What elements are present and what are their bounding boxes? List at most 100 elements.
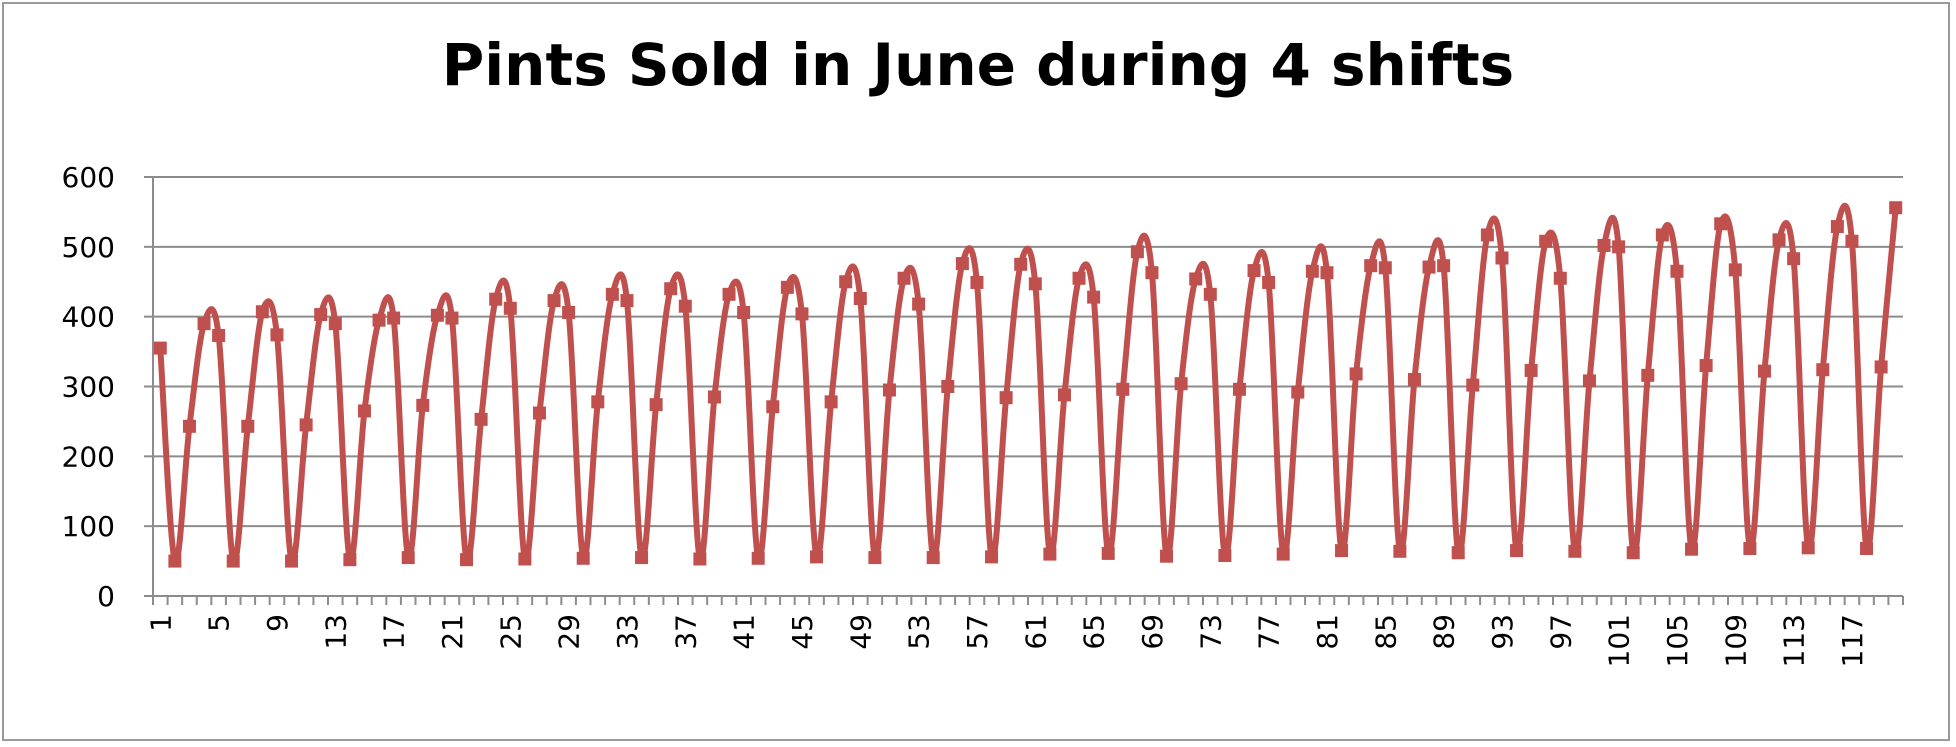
data-point [649,398,663,412]
data-point [1612,240,1626,254]
data-point [532,406,546,420]
data-point [1043,547,1057,561]
data-point [1028,277,1042,291]
data-point [766,400,780,414]
data-point [897,271,911,285]
data-point [1757,364,1771,378]
data-point [1174,377,1188,391]
x-tick-label: 81 [1311,614,1344,650]
data-point [1232,382,1246,396]
data-point [416,398,430,412]
y-tick-label: 300 [62,371,115,404]
x-tick-label: 61 [1019,614,1052,650]
x-tick-label: 21 [436,614,469,650]
data-point [1203,287,1217,301]
x-tick-label: 41 [728,614,761,650]
data-point [1145,266,1159,280]
data-point [182,419,196,433]
data-point [1597,238,1611,252]
x-tick-label: 33 [611,614,644,650]
data-point [314,308,328,322]
x-tick-label: 65 [1078,614,1111,650]
x-tick-label: 1 [144,614,177,632]
data-point [1655,228,1669,242]
x-tick-label: 89 [1428,614,1461,650]
data-point [882,383,896,397]
y-tick-label: 500 [62,231,115,264]
data-point [1393,544,1407,558]
data-point [605,287,619,301]
y-tick-label: 400 [62,301,115,334]
data-point [1378,261,1392,275]
data-point [1539,234,1553,248]
data-point [985,550,999,564]
data-point [853,292,867,306]
data-point [751,551,765,565]
data-point [1116,382,1130,396]
data-point [1889,201,1903,215]
x-tick-label: 25 [494,614,527,650]
x-tick-label: 93 [1486,614,1519,650]
data-point [1553,271,1567,285]
data-point [810,550,824,564]
data-point [445,311,459,325]
axes [144,176,1904,605]
y-tick-label: 200 [62,440,115,473]
data-point [839,275,853,289]
data-point [153,341,167,355]
data-point [1218,548,1232,562]
data-point [1422,260,1436,274]
data-point [372,313,386,327]
x-tick-label: 57 [961,614,994,650]
data-point [518,552,532,566]
data-point [168,554,182,568]
x-tick-label: 29 [553,614,586,650]
data-point [1072,271,1086,285]
data-point [1568,544,1582,558]
data-point [1874,360,1888,374]
data-point [460,553,474,567]
data-point [1466,378,1480,392]
data-point [1714,217,1728,231]
x-tick-label: 101 [1603,614,1636,667]
data-point [1262,275,1276,289]
data-point [328,317,342,331]
x-tick-label: 85 [1369,614,1402,650]
data-point [576,551,590,565]
data-point [664,282,678,296]
data-point [868,551,882,565]
data-point [1014,257,1028,271]
data-point [1728,263,1742,277]
data-point [1160,549,1174,563]
data-point [1510,544,1524,558]
data-point [387,311,401,325]
data-point [226,554,240,568]
x-tick-label: 53 [903,614,936,650]
data-point [270,328,284,342]
data-point [1860,542,1874,556]
x-tick-label: 17 [378,614,411,650]
data-point [1407,373,1421,387]
data-point [1495,251,1509,265]
y-axis-tick-labels: 0 100 200 300 400 500 600 [62,161,115,613]
data-point [1816,363,1830,377]
x-tick-label: 97 [1544,614,1577,650]
x-tick-label: 13 [319,614,352,650]
y-tick-label: 600 [62,161,115,194]
data-point [1480,228,1494,242]
data-point [299,418,313,432]
data-point [620,294,634,308]
data-point [357,404,371,418]
data-point [1276,547,1290,561]
x-tick-label: 49 [844,614,877,650]
data-point [241,419,255,433]
data-point [1582,374,1596,388]
data-point [1305,264,1319,278]
data-point [1057,388,1071,402]
data-point [693,552,707,566]
data-point [1437,259,1451,273]
data-point [1801,541,1815,555]
data-point [737,305,751,319]
data-point [1743,542,1757,556]
data-point [1787,252,1801,266]
